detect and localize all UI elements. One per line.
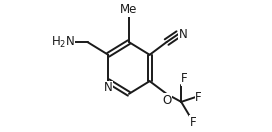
Text: Me: Me [120, 3, 138, 16]
Text: N: N [104, 81, 113, 94]
Text: F: F [195, 91, 202, 104]
Text: H$_2$N: H$_2$N [51, 35, 75, 50]
Text: F: F [190, 116, 196, 129]
Text: O: O [162, 94, 171, 107]
Text: F: F [181, 72, 188, 85]
Text: N: N [178, 28, 187, 41]
